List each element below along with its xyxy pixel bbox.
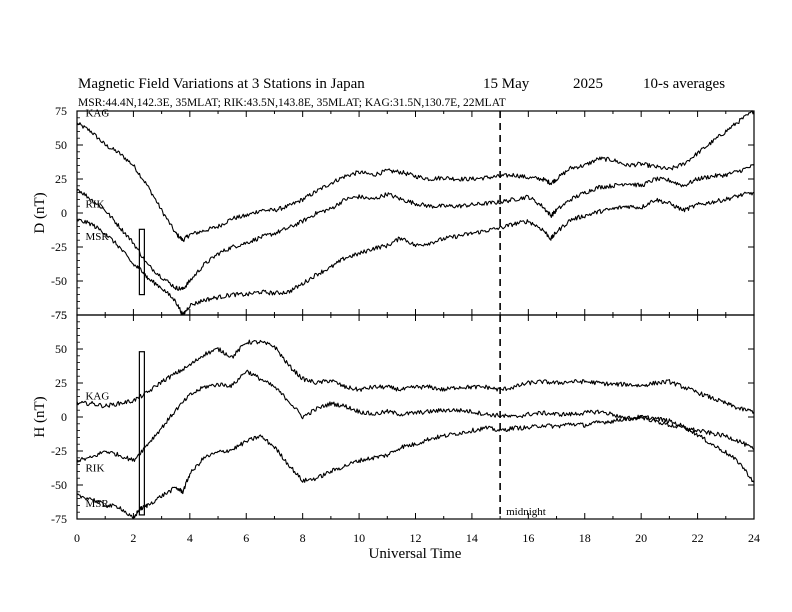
- chart-year: 2025: [573, 76, 603, 92]
- station-coordinates: MSR:44.4N,142.3E, 35MLAT; RIK:43.5N,143.…: [78, 97, 506, 109]
- series-label-H-MSR: MSR: [85, 498, 109, 510]
- y-tick-label-H: 0: [61, 410, 67, 424]
- y-tick-label-H: -75: [51, 512, 67, 526]
- y-tick-label-D: 75: [55, 104, 67, 118]
- series-line-D-RIK: [76, 164, 755, 291]
- chart-title: Magnetic Field Variations at 3 Stations …: [78, 76, 365, 92]
- chart-averaging: 10-s averages: [643, 76, 725, 92]
- y-tick-label-D: 25: [55, 172, 67, 186]
- midnight-label: midnight: [506, 506, 546, 518]
- x-tick-label: 2: [130, 531, 136, 545]
- plot-area: 75 50 25 0 -25 -50 -75 D (nT) KAG RIK MSR 75 50 25 0 -2…: [32, 104, 760, 545]
- y-tick-label-D: 50: [55, 138, 67, 152]
- series-line-H-MSR: [76, 414, 755, 520]
- y-tick-label-D: 0: [61, 206, 67, 220]
- x-tick-label: 22: [692, 531, 704, 545]
- panel-frame-D: [76, 110, 755, 316]
- y-tick-label-H: 25: [55, 376, 67, 390]
- series-line-D-MSR: [76, 191, 754, 316]
- chart-date: 15 May: [483, 76, 530, 92]
- series-line-H-KAG: [76, 339, 755, 414]
- series-label-H-RIK: RIK: [85, 462, 104, 474]
- x-tick-label: 20: [635, 531, 647, 545]
- x-tick-label: 0: [74, 531, 80, 545]
- series-line-H-RIK: [76, 369, 755, 463]
- x-tick-label: 14: [466, 531, 478, 545]
- y-tick-label-H: 75: [55, 308, 67, 322]
- y-tick-label-H: -25: [51, 444, 67, 458]
- series-label-H-KAG: KAG: [85, 390, 109, 402]
- series-line-D-KAG: [76, 110, 755, 243]
- x-tick-label: 4: [187, 531, 193, 545]
- x-tick-label: 12: [410, 531, 422, 545]
- y-tick-label-H: -50: [51, 478, 67, 492]
- scale-bar-D: [138, 228, 145, 296]
- y-tick-label-D: -50: [51, 274, 67, 288]
- y-tick-label-D: -75: [51, 308, 67, 322]
- x-tick-label: 10: [353, 531, 365, 545]
- y-tick-label-H: 50: [55, 342, 67, 356]
- scale-bar-H: [138, 351, 145, 516]
- y-axis-label-D: D (nT): [32, 192, 48, 233]
- series-label-D-MSR: MSR: [85, 231, 109, 243]
- x-tick-label: 18: [579, 531, 591, 545]
- series-label-D-KAG: KAG: [85, 107, 109, 119]
- y-tick-label-D: -25: [51, 240, 67, 254]
- y-axis-label-H: H (nT): [32, 396, 48, 437]
- x-tick-label: 6: [243, 531, 249, 545]
- x-tick-label: 24: [748, 531, 760, 545]
- x-axis-label: Universal Time: [369, 546, 462, 562]
- series-label-D-RIK: RIK: [85, 199, 104, 211]
- x-tick-label: 8: [300, 531, 306, 545]
- x-tick-label: 16: [522, 531, 534, 545]
